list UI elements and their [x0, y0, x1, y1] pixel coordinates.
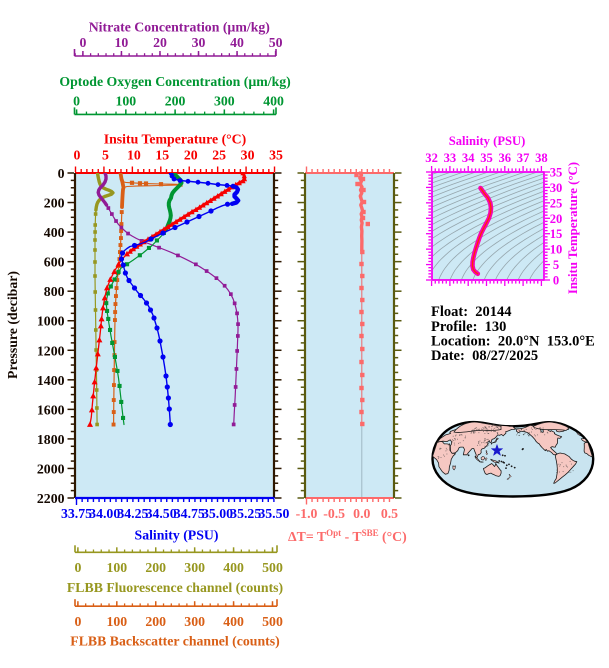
- svg-text:400: 400: [263, 94, 284, 109]
- svg-text:Salinity (PSU): Salinity (PSU): [449, 134, 526, 148]
- svg-text:0: 0: [74, 614, 81, 629]
- svg-text:Salinity (PSU): Salinity (PSU): [135, 528, 219, 544]
- svg-text:100: 100: [115, 94, 136, 109]
- svg-text:1200: 1200: [37, 343, 65, 358]
- svg-text:30: 30: [241, 148, 255, 163]
- svg-text:Insitu Temperature (°C): Insitu Temperature (°C): [566, 162, 580, 294]
- svg-text:33.75: 33.75: [61, 506, 92, 521]
- svg-text:1800: 1800: [37, 432, 65, 447]
- svg-text:15: 15: [550, 227, 563, 241]
- svg-text:Nitrate Concentration (µm/kg): Nitrate Concentration (µm/kg): [89, 20, 270, 36]
- svg-text:1600: 1600: [37, 402, 65, 417]
- svg-text:200: 200: [145, 614, 166, 629]
- svg-text:200: 200: [145, 560, 166, 575]
- svg-text:Profile: 130: Profile: 130: [431, 319, 506, 335]
- svg-text:Insitu Temperature (°C): Insitu Temperature (°C): [104, 132, 246, 148]
- svg-text:50: 50: [269, 35, 283, 50]
- svg-text:35.00: 35.00: [202, 506, 233, 521]
- svg-text:20: 20: [184, 148, 198, 163]
- svg-text:35: 35: [550, 165, 563, 179]
- svg-text:2000: 2000: [37, 461, 65, 476]
- svg-text:34.50: 34.50: [146, 506, 177, 521]
- svg-text:32: 32: [425, 151, 438, 165]
- svg-text:20: 20: [153, 35, 167, 50]
- svg-text:Pressure (decibar): Pressure (decibar): [5, 271, 21, 379]
- svg-text:500: 500: [262, 560, 283, 575]
- svg-text:500: 500: [262, 614, 283, 629]
- svg-text:34.25: 34.25: [117, 506, 148, 521]
- svg-text:1000: 1000: [37, 314, 65, 329]
- svg-text:1400: 1400: [37, 373, 65, 388]
- svg-text:20: 20: [550, 212, 563, 226]
- svg-text:400: 400: [44, 225, 65, 240]
- svg-text:400: 400: [223, 560, 244, 575]
- svg-text:33: 33: [444, 151, 457, 165]
- svg-text:40: 40: [230, 35, 244, 50]
- svg-text:5: 5: [553, 258, 559, 272]
- svg-text:0: 0: [74, 148, 81, 163]
- svg-text:10: 10: [127, 148, 141, 163]
- svg-text:800: 800: [44, 284, 65, 299]
- svg-text:400: 400: [223, 614, 244, 629]
- svg-text:25: 25: [550, 196, 563, 210]
- svg-text:35: 35: [480, 151, 493, 165]
- svg-text:37: 37: [517, 151, 530, 165]
- svg-text:34.75: 34.75: [174, 506, 205, 521]
- svg-text:100: 100: [106, 560, 127, 575]
- svg-text:10: 10: [550, 243, 563, 257]
- svg-text:0: 0: [74, 560, 81, 575]
- svg-text:Date: 08/27/2025: Date: 08/27/2025: [431, 348, 538, 364]
- svg-text:Float: 20144: Float: 20144: [431, 304, 512, 320]
- svg-text:34.00: 34.00: [89, 506, 120, 521]
- svg-text:0.5: 0.5: [381, 506, 398, 521]
- svg-text:100: 100: [106, 614, 127, 629]
- svg-text:-1.0: -1.0: [296, 506, 318, 521]
- svg-text:300: 300: [184, 560, 205, 575]
- svg-text:38: 38: [535, 151, 548, 165]
- svg-text:300: 300: [214, 94, 235, 109]
- svg-text:0.0: 0.0: [353, 506, 370, 521]
- svg-text:FLBB Backscatter channel (coun: FLBB Backscatter channel (counts): [70, 634, 279, 650]
- svg-text:Location: 20.0°N 153.0°E: Location: 20.0°N 153.0°E: [431, 334, 595, 350]
- svg-text:35: 35: [269, 148, 283, 163]
- svg-text:0: 0: [79, 35, 86, 50]
- svg-text:2200: 2200: [37, 491, 65, 506]
- svg-text:36: 36: [499, 151, 512, 165]
- svg-text:35.50: 35.50: [258, 506, 289, 521]
- svg-text:30: 30: [550, 181, 563, 195]
- svg-text:FLBB Fluorescence channel (cou: FLBB Fluorescence channel (counts): [67, 580, 283, 596]
- svg-text:25: 25: [212, 148, 226, 163]
- svg-text:0: 0: [58, 166, 65, 181]
- svg-text:200: 200: [165, 94, 186, 109]
- svg-text:600: 600: [44, 255, 65, 270]
- svg-text:15: 15: [155, 148, 169, 163]
- svg-text:Optode Oxygen Concentration (µ: Optode Oxygen Concentration (µm/kg): [59, 74, 290, 90]
- svg-text:ΔT= TOpt - TSBE (°C): ΔT= TOpt - TSBE (°C): [288, 528, 407, 545]
- svg-text:-0.5: -0.5: [323, 506, 345, 521]
- svg-text:200: 200: [44, 196, 65, 211]
- svg-text:300: 300: [184, 614, 205, 629]
- svg-text:0: 0: [73, 94, 80, 109]
- svg-text:35.25: 35.25: [230, 506, 261, 521]
- svg-text:10: 10: [115, 35, 129, 50]
- svg-text:34: 34: [462, 151, 475, 165]
- svg-text:5: 5: [102, 148, 109, 163]
- svg-text:0: 0: [553, 274, 559, 288]
- svg-text:30: 30: [192, 35, 206, 50]
